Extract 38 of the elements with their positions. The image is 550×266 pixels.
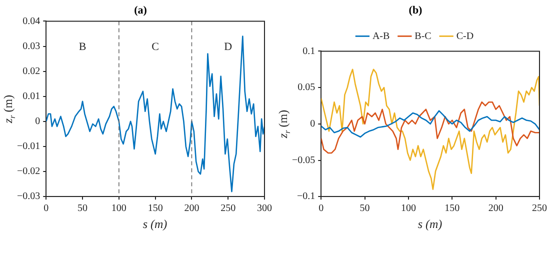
y-tick-label: 0.05 [298, 82, 316, 94]
y-tick-label: 0.02 [22, 66, 40, 77]
y-tick-label: 0.01 [22, 90, 40, 102]
x-tick-label: 0 [318, 203, 324, 214]
x-tick-label: 250 [220, 203, 236, 214]
x-tick-label: 250 [532, 203, 547, 214]
y-axis-title: zr (m) [276, 110, 292, 140]
chart-title: (a) [134, 4, 148, 16]
x-tick-label: 100 [400, 203, 416, 214]
chart-title: (b) [408, 4, 423, 16]
y-tick-label: 0.03 [22, 40, 40, 52]
y-tick-label: −0.01 [17, 141, 40, 152]
x-axis-title: s (m) [418, 216, 442, 231]
x-tick-label: 50 [360, 203, 370, 214]
x-tick-label: 200 [184, 203, 200, 214]
x-tick-label: 50 [78, 203, 88, 214]
legend-label: C-D [456, 30, 474, 42]
x-tick-label: 100 [111, 203, 126, 214]
y-tick-label: −0.02 [17, 166, 40, 178]
x-tick-label: 200 [488, 203, 504, 214]
legend-label: B-C [414, 30, 432, 42]
x-tick-label: 300 [257, 203, 272, 214]
y-tick-label: 0 [35, 116, 40, 128]
legend-label: A-B [372, 30, 390, 42]
annotation: D [224, 41, 232, 54]
y-tick-label: −0.03 [17, 191, 40, 202]
x-tick-label: 150 [444, 203, 460, 214]
y-axis-title: zr (m) [1, 94, 17, 124]
y-tick-label: −0.1 [297, 191, 316, 202]
annotation: B [78, 41, 86, 54]
x-tick-label: 150 [148, 203, 163, 214]
annotation: C [152, 41, 159, 54]
y-tick-label: 0.1 [302, 46, 316, 57]
y-tick-label: 0.04 [22, 16, 40, 27]
x-axis-title: s (m) [142, 216, 168, 231]
x-tick-label: 0 [44, 203, 49, 214]
y-tick-label: −0.05 [292, 154, 316, 166]
y-tick-label: 0 [310, 118, 316, 130]
